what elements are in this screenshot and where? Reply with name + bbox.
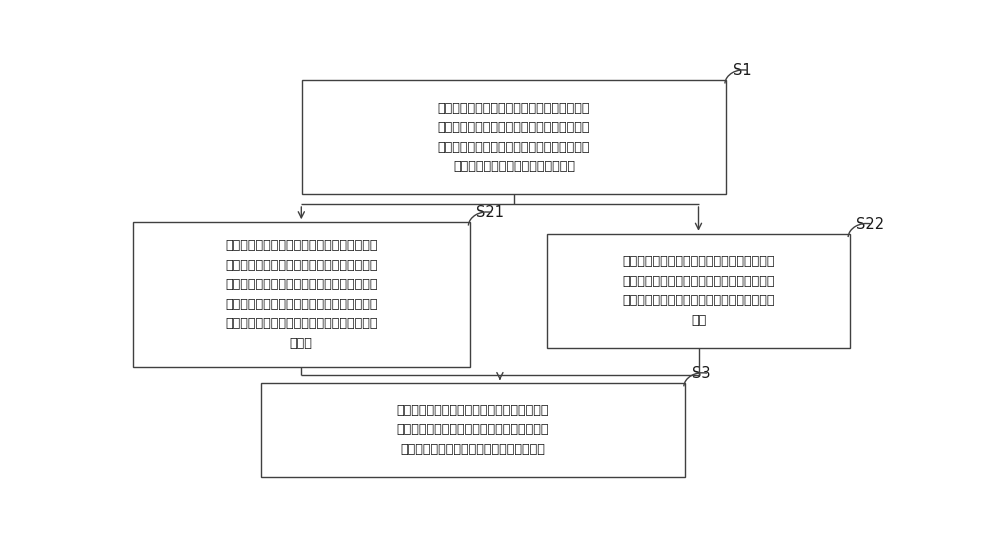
Bar xyxy=(133,222,470,367)
Text: S1: S1 xyxy=(733,63,751,78)
Bar xyxy=(302,80,726,194)
Text: 如果在同一区域，仅探测到待定车位空间，或
者仅捕获到待定划线车位，则触发后视相机对
待定车位空间或待定划线车位的所在环境进行
障碍物检测；若未检测到所述环境存在: 如果在同一区域，仅探测到待定车位空间，或 者仅捕获到待定划线车位，则触发后视相机… xyxy=(225,239,378,350)
Text: S22: S22 xyxy=(856,217,884,232)
Text: 在自动泊车功能激活后，当车辆前行并查找两
侧车位时，由安装于车辆两侧的雷达对车位空
间进行实时探测，同时由安装于车辆后部的单
个后视相机对划线车位进行实时捕获: 在自动泊车功能激活后，当车辆前行并查找两 侧车位时，由安装于车辆两侧的雷达对车位… xyxy=(438,101,590,173)
Text: S21: S21 xyxy=(476,205,504,220)
Text: 控制车辆驶入所述目标车位，且在泊车过程中
，利用后视相机捕获的图像对车辆进行实时定
位，并基于所述实时定位动态规划泊车路径: 控制车辆驶入所述目标车位，且在泊车过程中 ，利用后视相机捕获的图像对车辆进行实时… xyxy=(397,404,549,456)
Text: 如果在同一区域，既探测到待定车位空间又捕
获到待定划线车位，则将待定车位空间与待定
划线车位的二者位置信息进行融合，得到目标
车位: 如果在同一区域，既探测到待定车位空间又捕 获到待定划线车位，则将待定车位空间与待… xyxy=(622,255,775,327)
Bar xyxy=(547,234,850,348)
Text: S3: S3 xyxy=(692,366,710,381)
Bar xyxy=(261,383,685,477)
